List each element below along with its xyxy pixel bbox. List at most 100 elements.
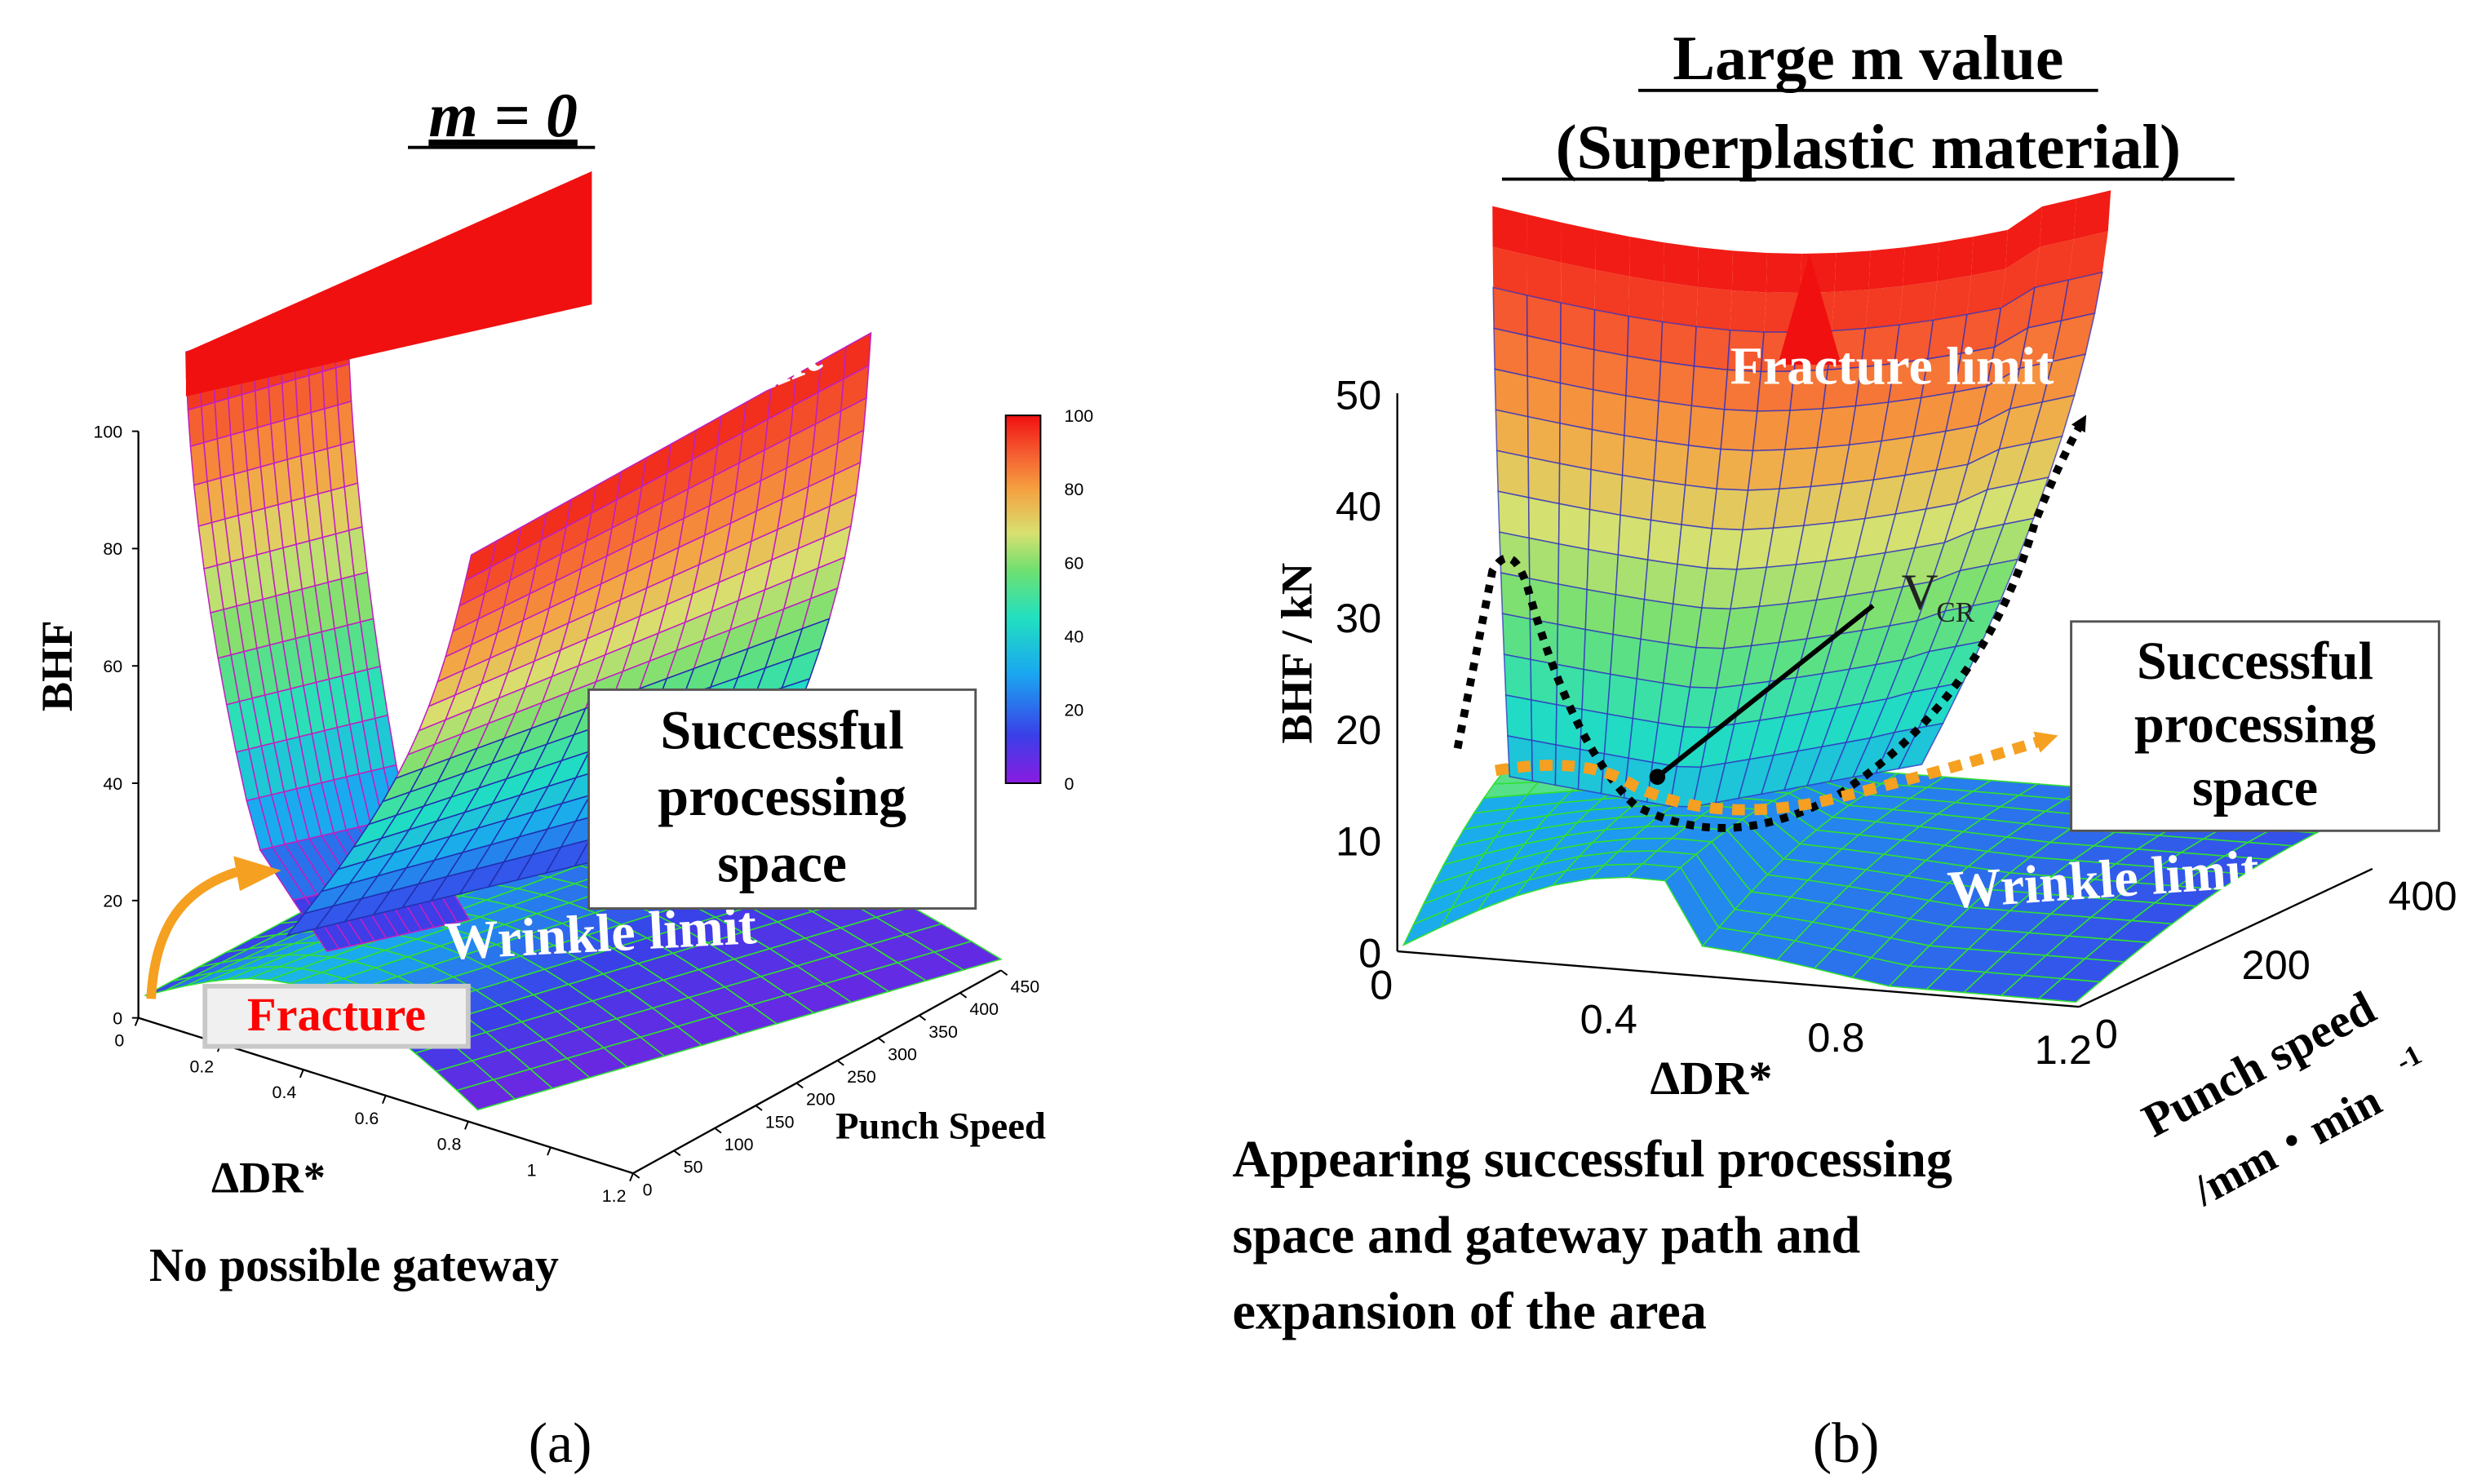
panel-a-z-tick-label: 0: [113, 1008, 122, 1028]
panel-b-bowl-cell: [1686, 445, 1721, 489]
panel-a-success-box: Successful processing space: [589, 689, 976, 908]
panel-b-bowl-cell: [1529, 498, 1559, 544]
panel-b-bowl-cell: [2074, 190, 2111, 239]
panel-b-fracture-limit-label: Fracture limit: [1730, 336, 2054, 396]
panel-a-colorbar-tick-label: 100: [1065, 406, 1094, 426]
panel-b-bowl-cell: [1730, 290, 1766, 332]
panel-a-y-tick-label: 400: [969, 999, 999, 1019]
panel-b-title-line-1: Large m value: [1673, 23, 2063, 93]
panel-a-colorbar-tick-label: 0: [1065, 774, 1074, 794]
panel-a-fracture-box: Fracture: [205, 986, 468, 1047]
panel-a-colorbar-tick-label: 20: [1065, 701, 1084, 720]
panel-b-bowl-cell: [1590, 470, 1623, 516]
panel-a-x-tick-label: 0: [114, 1031, 124, 1051]
panel-a-success-line-3: space: [717, 832, 847, 894]
panel-b-fracture-surface: [1492, 190, 2111, 807]
panel-a-colorbar-tick-label: 60: [1065, 553, 1084, 573]
panel-b-bowl-cell: [1663, 282, 1698, 326]
panel-b-bowl-cell: [1971, 230, 2008, 276]
panel-a: m = 0 0 20 40 60 80 100 BHF 0 0.2 0.4 0.6 0.8 1 1.2…: [33, 80, 1093, 1475]
panel-a-y-tick: [674, 1150, 680, 1155]
panel-a-fracture-label: Fracture: [247, 988, 426, 1041]
panel-b-z-tick-label: 50: [1336, 371, 1381, 418]
panel-b-bowl-cell: [1498, 491, 1529, 538]
panel-b-bowl-cell: [1595, 230, 1629, 277]
panel-a-x-tick: [383, 1096, 386, 1104]
panel-a-x-tick: [300, 1070, 304, 1078]
panel-a-z-tick-label: 60: [103, 657, 122, 676]
panel-b-x-tick-label: 0.8: [1807, 1014, 1864, 1061]
panel-b-x-label: ΔDR*: [1651, 1052, 1773, 1105]
panel-a-x-tick-label: 1: [527, 1160, 537, 1180]
panel-b-z-label: BHF / kN: [1273, 563, 1322, 744]
panel-b-bowl-cell: [1677, 525, 1712, 568]
panel-a-x-tick: [547, 1147, 551, 1155]
panel-b-bowl-cell: [1559, 463, 1591, 509]
panel-b-bowl-cell: [1591, 430, 1624, 476]
panel-b-z-ticks: 0 10 20 30 40 50: [1336, 371, 1381, 976]
panel-b-bowl-cell: [1594, 310, 1628, 357]
panel-b-bowl-cell: [1620, 476, 1654, 521]
panel-b-bowl-cell: [1628, 317, 1663, 362]
panel-a-y-tick-label: 350: [928, 1022, 958, 1042]
panel-b-bowl-cell: [1866, 286, 1903, 329]
panel-b-bowl-cell: [1868, 247, 1904, 290]
panel-b-bowl-cell: [1492, 206, 1526, 255]
panel-b-y-tick-label: 200: [2242, 941, 2311, 988]
panel-a-x-label: ΔDR*: [211, 1153, 326, 1202]
panel-b-x-tick-label: 0: [1370, 961, 1393, 1008]
panel-a-x-tick: [465, 1122, 468, 1130]
panel-b-x-tick-label: 1.2: [2035, 1026, 2092, 1073]
panel-a-colorbar: [1006, 415, 1041, 783]
panel-a-z-tick-label: 80: [103, 539, 122, 559]
panel-b-bowl-cell: [1673, 565, 1708, 608]
panel-b-bowl-cell: [1651, 481, 1686, 525]
panel-b-bowl-cell: [1696, 287, 1732, 330]
panel-b-caption-line-2: space and gateway path and: [1233, 1206, 1861, 1264]
panel-a-y-tick-label: 300: [888, 1044, 917, 1064]
figure: m = 0 020406080100 BHF 00.20.40.60.811.2…: [0, 0, 2468, 1484]
panel-b-bowl-cell: [1664, 242, 1699, 286]
panel-b-bowl-cell: [1527, 295, 1561, 343]
panel-b-bowl-cell: [1561, 303, 1595, 350]
panel-b-bowl-cell: [1526, 215, 1561, 263]
panel-a-y-tick-label: 100: [724, 1135, 754, 1154]
panel-b-bowl-cell: [1501, 573, 1531, 619]
panel-b-bowl-cell: [1623, 436, 1657, 481]
panel-b-bowl-cell: [1618, 515, 1651, 560]
panel-a-z-label: BHF: [33, 620, 82, 711]
panel-a-colorbar-tick-label: 80: [1065, 480, 1084, 499]
panel-b-bowl-cell: [1558, 544, 1588, 590]
panel-b-bowl-cell: [1691, 366, 1727, 410]
panel-b-bowl-cell: [1937, 237, 1973, 281]
panel-a-y-tick: [633, 1173, 640, 1178]
panel-b-bowl-cell: [1648, 521, 1682, 565]
panel-a-z-tick-label: 100: [94, 422, 123, 441]
panel-b-bowl-cell: [1645, 560, 1678, 604]
panel-b-z-tick-label: 30: [1336, 595, 1381, 641]
panel-b-bowl-cell: [1495, 369, 1528, 416]
panel-b-bowl-cell: [1611, 635, 1641, 679]
panel-b-bowl-cell: [1628, 277, 1664, 322]
panel-b-bowl-cell: [1835, 250, 1871, 291]
panel-b-vcr-point: [1650, 769, 1665, 785]
panel-b-bowl-cell: [1504, 654, 1531, 700]
panel-b-bowl-cell: [1530, 578, 1558, 624]
panel-b-bowl-cell: [1641, 600, 1673, 644]
panel-a-y-tick-label: 200: [806, 1090, 835, 1110]
panel-b-bowl-cell: [1580, 710, 1607, 754]
panel-a-y-tick: [919, 1016, 926, 1021]
panel-b-z-tick-label: 20: [1336, 707, 1381, 753]
panel-b-y-tick-label: 0: [2095, 1011, 2118, 1057]
panel-b-bowl-cell: [1615, 555, 1647, 600]
panel-b-bowl-cell: [1682, 485, 1717, 529]
panel-b-bowl-cell: [1629, 237, 1664, 282]
panel-a-left-wall-cell: [341, 441, 358, 487]
panel-b-bowl-cell: [1561, 263, 1595, 310]
panel-a-x-tick: [630, 1173, 633, 1181]
panel-b-bowl-cell: [1607, 674, 1637, 718]
panel-b-bowl-cell: [1560, 423, 1593, 470]
panel-a-x-tick-label: 0.2: [190, 1057, 215, 1076]
panel-b-bowl-cell: [1561, 223, 1595, 270]
panel-b-bowl-cell: [1557, 624, 1586, 669]
